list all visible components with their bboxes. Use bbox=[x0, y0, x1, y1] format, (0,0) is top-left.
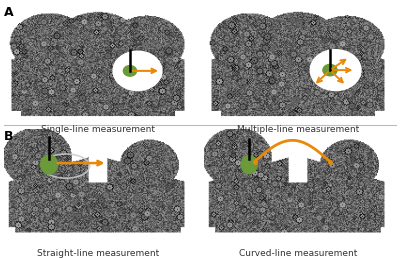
Text: Curved-line measurement: Curved-line measurement bbox=[239, 249, 357, 258]
Ellipse shape bbox=[241, 156, 257, 174]
Ellipse shape bbox=[41, 155, 58, 174]
Circle shape bbox=[323, 64, 337, 76]
Circle shape bbox=[113, 51, 162, 91]
Text: Multiple-line measurement: Multiple-line measurement bbox=[237, 125, 359, 134]
Circle shape bbox=[123, 66, 136, 76]
Circle shape bbox=[310, 50, 361, 91]
Text: Single-line measurement: Single-line measurement bbox=[41, 125, 155, 134]
Text: B: B bbox=[4, 130, 14, 143]
Text: A: A bbox=[4, 6, 14, 19]
Text: Straight-line measurement: Straight-line measurement bbox=[37, 249, 159, 258]
